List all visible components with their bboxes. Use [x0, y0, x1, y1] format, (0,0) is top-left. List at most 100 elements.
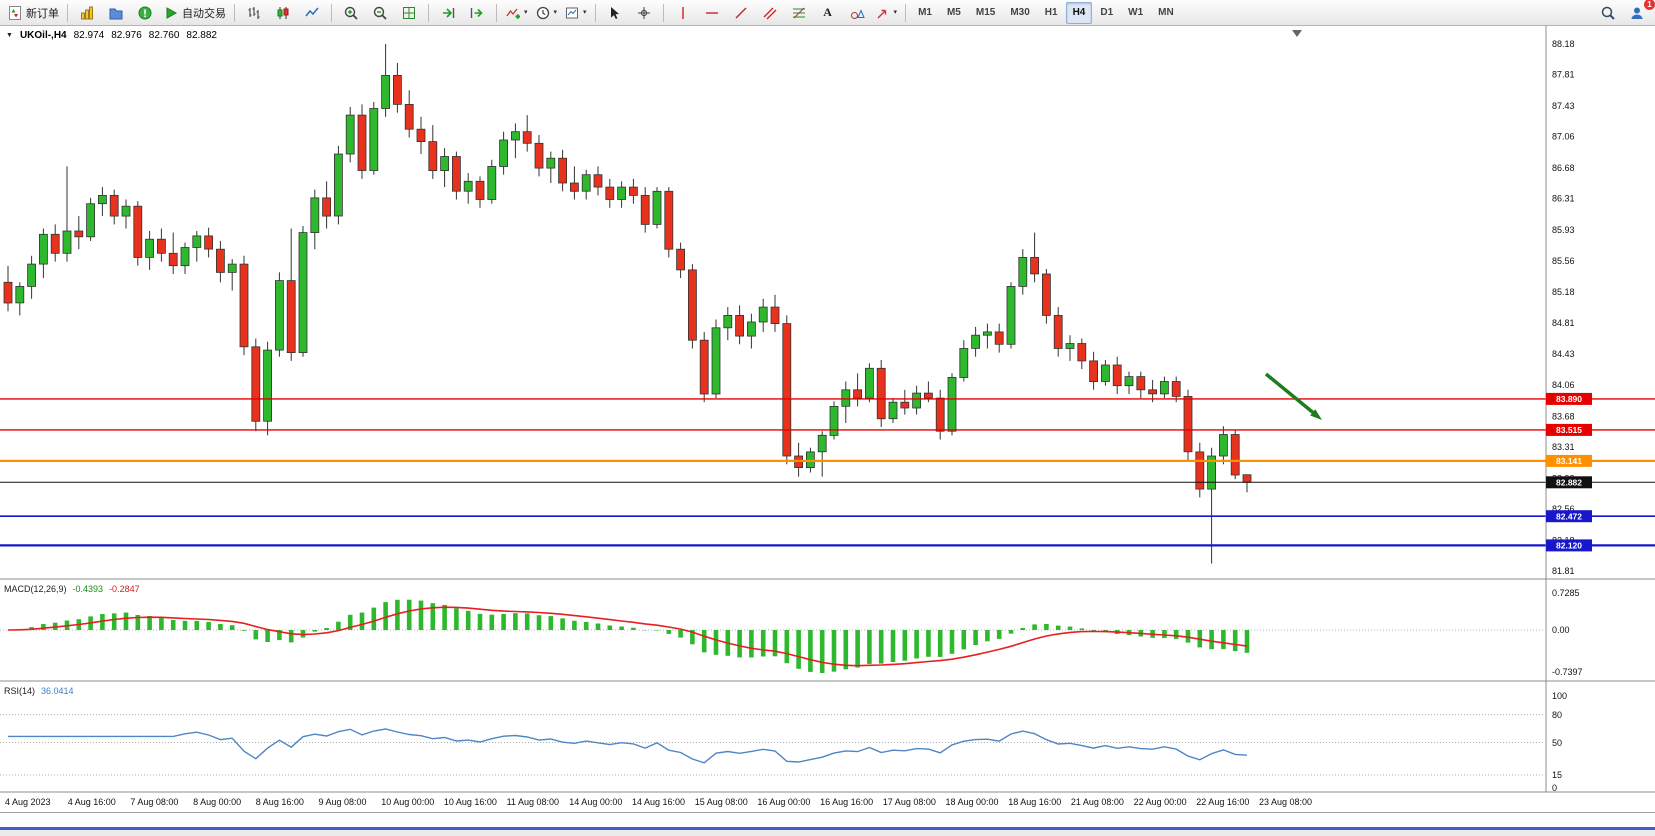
- chevron-down-icon: ▾: [893, 9, 898, 16]
- time-axis-label: 11 Aug 08:00: [507, 797, 559, 807]
- candlestick-chart-button[interactable]: [269, 1, 297, 25]
- candle: [310, 189, 320, 250]
- timeframe-m15-button[interactable]: M15: [975, 7, 996, 18]
- price-tag[interactable]: 83.515: [1546, 423, 1592, 436]
- auto-trading-button-label: 自动交易: [182, 7, 226, 20]
- horizontal-line-button[interactable]: [698, 1, 726, 25]
- price-axis-label: 88.18: [1552, 39, 1575, 49]
- shapes-button[interactable]: [843, 1, 871, 25]
- high-value: 82.976: [111, 30, 142, 41]
- svg-text:83.141: 83.141: [1556, 456, 1582, 466]
- time-axis-label: 9 Aug 08:00: [319, 797, 367, 807]
- price-tag[interactable]: 82.120: [1546, 539, 1592, 552]
- candle: [98, 187, 107, 217]
- annotation-arrow[interactable]: [1264, 372, 1322, 420]
- text-button-glyph: A: [823, 5, 832, 19]
- text-button[interactable]: A: [814, 1, 842, 25]
- candle: [735, 305, 744, 345]
- rsi-axis-label: 50: [1552, 738, 1562, 748]
- candle: [676, 242, 685, 279]
- channel-icon: [762, 5, 778, 21]
- zoom-in-button[interactable]: [337, 1, 365, 25]
- chart-shift-marker[interactable]: [1292, 30, 1302, 37]
- terminal-button[interactable]: [131, 1, 159, 25]
- chart-shift-button[interactable]: [463, 1, 491, 25]
- line-chart-button[interactable]: [298, 1, 326, 25]
- price-axis-label: 85.18: [1552, 287, 1575, 297]
- timeframe-mn-button[interactable]: MN: [1158, 7, 1174, 18]
- candle: [711, 319, 721, 399]
- candle: [333, 145, 343, 225]
- search-button[interactable]: [1594, 1, 1622, 25]
- candle: [392, 63, 402, 113]
- vertical-line-button[interactable]: [669, 1, 697, 25]
- candle: [593, 166, 603, 196]
- time-axis-label: 10 Aug 00:00: [381, 797, 434, 807]
- indicators-button[interactable]: ▾: [502, 1, 531, 25]
- candle: [1183, 389, 1193, 461]
- time-axis-label: 16 Aug 16:00: [820, 797, 873, 807]
- candlesticks-icon: [275, 5, 291, 21]
- price-axis-label: 87.06: [1552, 132, 1575, 142]
- crosshair-button[interactable]: [630, 1, 658, 25]
- macd-signal-line: [7, 606, 1248, 667]
- candle: [994, 323, 1004, 353]
- price-axis-label: 85.56: [1552, 256, 1575, 266]
- candle: [629, 178, 638, 204]
- macd-axis-label: 0.00: [1552, 625, 1570, 635]
- timeframe-d1-button[interactable]: D1: [1100, 7, 1114, 18]
- trendline-icon: [733, 5, 749, 21]
- bottom-edge: [0, 830, 1655, 836]
- candle: [664, 187, 674, 258]
- channel-button[interactable]: [756, 1, 784, 25]
- candle: [168, 232, 178, 274]
- candle: [1089, 351, 1098, 390]
- candle: [534, 135, 544, 177]
- trendline-button[interactable]: [727, 1, 755, 25]
- tile-windows-button[interactable]: [395, 1, 423, 25]
- timeframe-m5-button[interactable]: M5: [946, 7, 961, 18]
- toolbar-separator: [331, 3, 332, 22]
- zoom-out-button[interactable]: [366, 1, 394, 25]
- bar-chart-button[interactable]: [240, 1, 268, 25]
- account-icon: [1629, 5, 1645, 21]
- arrow-draw-icon: [875, 5, 891, 21]
- arrows-button[interactable]: ▾: [872, 1, 901, 25]
- timeframe-h4-button[interactable]: H4: [1065, 1, 1093, 24]
- navigator-button[interactable]: [102, 1, 130, 25]
- candle: [62, 166, 72, 262]
- price-axis-label: 85.93: [1552, 225, 1575, 235]
- auto-trading-button[interactable]: 自动交易: [160, 1, 229, 25]
- timeframe-m1-button[interactable]: M1: [918, 7, 932, 18]
- periods-button[interactable]: ▾: [532, 1, 561, 25]
- price-tag[interactable]: 83.890: [1546, 392, 1592, 405]
- open-value: 82.974: [73, 30, 105, 41]
- tile-windows-icon: [401, 5, 417, 21]
- market-watch-button[interactable]: [73, 1, 101, 25]
- toolbar-separator: [905, 3, 907, 22]
- timeframe-h1-button[interactable]: H1: [1044, 7, 1058, 18]
- cursor-button[interactable]: [601, 1, 629, 25]
- account-button[interactable]: 1: [1623, 0, 1655, 25]
- fibonacci-button[interactable]: [785, 1, 813, 25]
- candle: [558, 149, 567, 192]
- time-axis-label: 8 Aug 00:00: [193, 797, 241, 807]
- price-tag[interactable]: 82.882: [1546, 476, 1592, 489]
- candle: [499, 131, 509, 175]
- macd-axis-label: 0.7285: [1552, 588, 1580, 598]
- auto-scroll-button[interactable]: [434, 1, 462, 25]
- templates-button[interactable]: ▾: [561, 1, 590, 25]
- candle: [841, 381, 851, 423]
- new-order-button[interactable]: 新订单: [4, 1, 62, 25]
- candle: [876, 360, 886, 427]
- price-tag[interactable]: 82.472: [1546, 510, 1592, 523]
- timeframe-m30-button[interactable]: M30: [1010, 7, 1030, 18]
- price-axis-label: 86.31: [1552, 194, 1575, 204]
- price-tag[interactable]: 83.141: [1546, 454, 1592, 467]
- timeframe-w1-button[interactable]: W1: [1128, 7, 1144, 18]
- chart-list-icon[interactable]: ▼: [6, 32, 13, 39]
- chart-canvas[interactable]: 88.18 87.81 87.43 87.06 86.68 86.31 85.93 85.56…: [0, 26, 1655, 812]
- candle: [758, 298, 768, 332]
- candle: [215, 240, 225, 283]
